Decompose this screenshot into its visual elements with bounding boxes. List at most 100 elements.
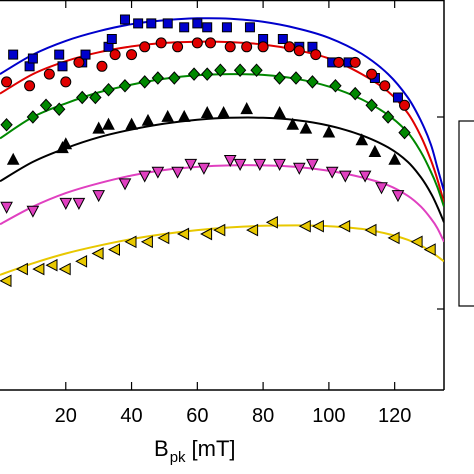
data-point — [157, 231, 170, 245]
data-point — [283, 41, 295, 53]
data-point — [172, 41, 184, 53]
data-point — [151, 71, 165, 85]
data-point — [381, 110, 395, 124]
data-point — [0, 201, 13, 214]
data-point — [91, 247, 104, 260]
data-point — [24, 80, 36, 92]
data-point — [92, 190, 106, 203]
data-point — [250, 63, 263, 77]
data-point — [26, 205, 40, 218]
data-point — [399, 99, 411, 111]
data-point — [349, 86, 362, 101]
data-point — [213, 223, 226, 237]
data-point — [197, 162, 211, 175]
data-point — [273, 158, 286, 171]
data-point — [6, 152, 20, 165]
data-point — [39, 98, 53, 113]
data-point — [398, 125, 411, 140]
data-point — [192, 18, 203, 29]
data-point — [253, 158, 267, 171]
data-point — [202, 22, 213, 33]
data-point — [423, 243, 436, 256]
data-point — [322, 125, 336, 138]
data-point — [138, 75, 151, 89]
data-point — [244, 22, 255, 33]
data-point — [292, 162, 306, 175]
data-point — [191, 37, 203, 49]
data-point — [200, 227, 213, 241]
data-point — [15, 262, 28, 276]
data-point — [375, 182, 388, 195]
data-point — [273, 106, 286, 118]
data-point — [108, 243, 120, 256]
data-point — [246, 223, 259, 237]
data-point — [187, 67, 201, 81]
data-point — [96, 60, 108, 72]
data-point — [221, 22, 232, 33]
x-axis-ticks: 20 40 60 80 100 120 — [55, 0, 411, 427]
data-point — [201, 67, 214, 81]
data-point — [391, 190, 405, 203]
fit-line — [0, 17, 444, 192]
data-point — [118, 178, 132, 191]
data-point — [73, 56, 85, 68]
data-point — [338, 170, 352, 183]
data-point — [329, 79, 342, 93]
data-point — [1, 76, 13, 88]
data-point — [200, 106, 214, 118]
data-point — [388, 152, 402, 165]
data-point — [177, 109, 191, 122]
data-point — [54, 49, 65, 60]
data-point — [161, 109, 175, 122]
x-tick-label: 100 — [312, 405, 345, 427]
x-tick-label: 120 — [378, 405, 411, 427]
data-point — [138, 170, 152, 183]
data-point — [364, 223, 377, 237]
data-point — [8, 49, 19, 60]
data-point — [233, 158, 247, 171]
data-point — [310, 49, 322, 61]
data-point — [325, 166, 339, 179]
data-point — [410, 235, 423, 249]
data-point — [355, 133, 369, 146]
data-point — [241, 41, 253, 53]
data-point — [306, 75, 319, 89]
data-point — [184, 158, 198, 171]
fit-line — [0, 40, 444, 204]
data-point — [257, 41, 269, 53]
data-point — [365, 98, 378, 113]
fit-line — [0, 116, 444, 223]
data-point — [224, 41, 236, 53]
data-point — [293, 45, 305, 57]
data-point — [92, 121, 106, 134]
data-point — [151, 166, 165, 179]
data-point — [45, 258, 58, 272]
data-point — [126, 49, 138, 61]
data-point — [286, 117, 300, 130]
x-tick-label: 80 — [252, 405, 274, 427]
x-tick-label: 40 — [120, 405, 142, 427]
data-point — [80, 49, 91, 60]
data-point — [277, 34, 288, 44]
data-point — [392, 92, 403, 103]
x-axis-label-unit: [mT] — [192, 436, 236, 461]
data-point — [60, 76, 72, 88]
data-point — [214, 63, 227, 77]
x-axis-label-main: B — [154, 436, 169, 461]
data-point — [333, 56, 345, 68]
fit-curves — [0, 17, 444, 276]
x-tick-label: 20 — [55, 405, 77, 427]
data-point — [298, 219, 311, 233]
data-point — [118, 79, 132, 93]
data-point — [155, 37, 167, 49]
data-point — [72, 197, 86, 210]
data-point — [106, 34, 117, 44]
data-point — [233, 63, 247, 77]
data-point — [306, 158, 319, 171]
data-point — [57, 61, 68, 72]
data-point — [43, 68, 55, 80]
data-point — [162, 18, 173, 29]
data-point — [179, 22, 190, 33]
data-point — [289, 71, 303, 85]
